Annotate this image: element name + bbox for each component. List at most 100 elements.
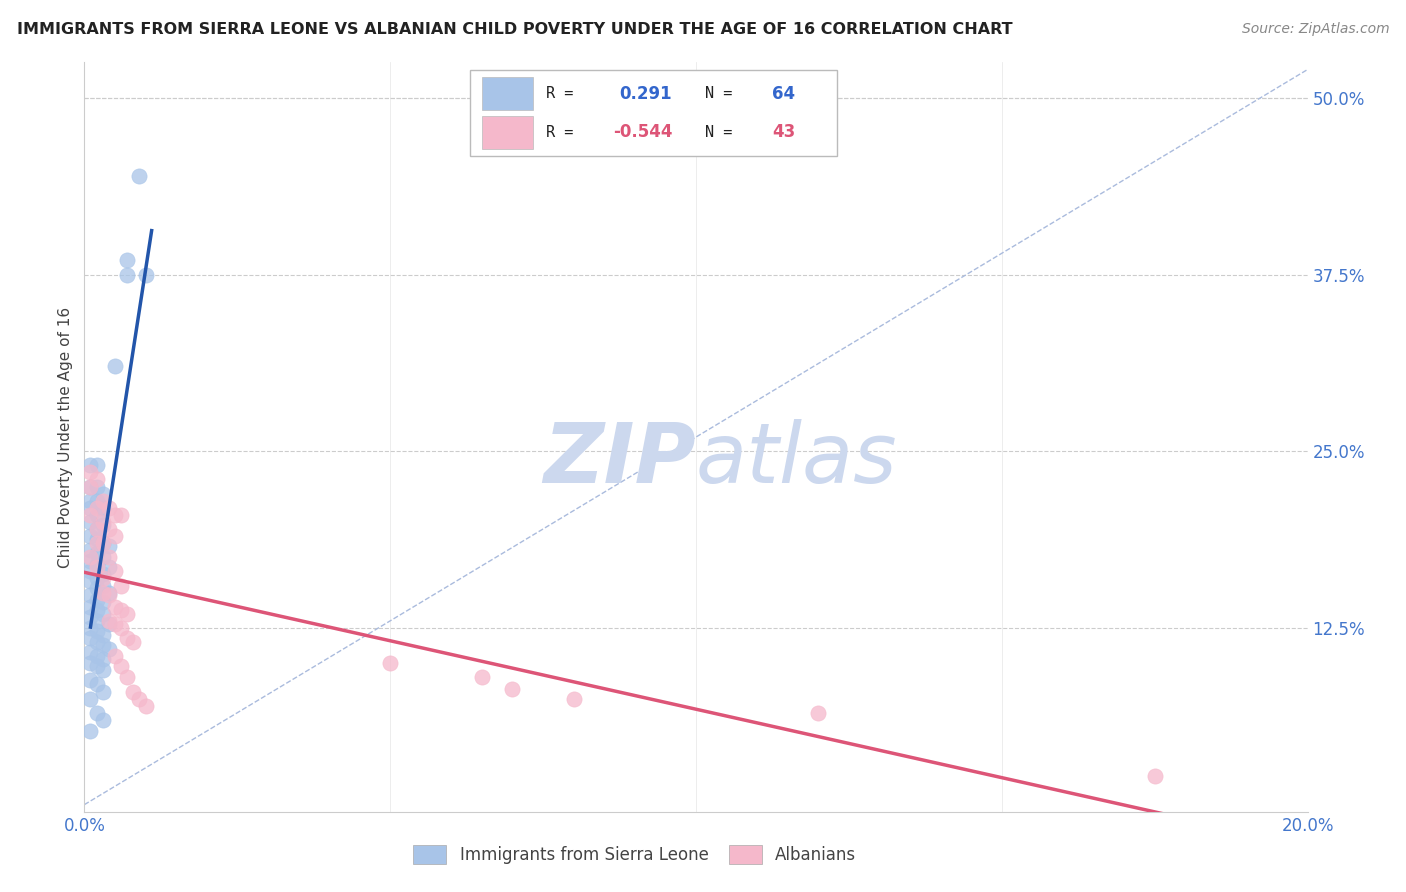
Point	[115, 268, 138, 282]
Point	[97, 616, 120, 631]
Point	[79, 466, 101, 480]
Point	[91, 607, 114, 621]
Point	[79, 609, 101, 624]
Point	[91, 536, 114, 550]
Point	[79, 479, 101, 493]
Y-axis label: Child Poverty Under the Age of 16: Child Poverty Under the Age of 16	[58, 307, 73, 567]
Point	[86, 614, 108, 628]
Text: atlas: atlas	[696, 419, 897, 500]
Point	[97, 560, 120, 574]
Point	[91, 585, 114, 599]
Point	[122, 635, 145, 649]
Point	[79, 574, 101, 589]
Point	[97, 589, 120, 603]
Point	[110, 621, 132, 635]
Point	[97, 614, 120, 628]
FancyBboxPatch shape	[482, 116, 533, 149]
Point	[502, 681, 524, 696]
Point	[86, 635, 108, 649]
Point	[115, 607, 138, 621]
Point	[91, 664, 114, 678]
Point	[128, 169, 150, 183]
Point	[97, 522, 120, 536]
Point	[79, 554, 101, 568]
Point	[104, 508, 127, 522]
Point	[91, 486, 114, 500]
Text: R =: R =	[546, 87, 591, 102]
Point	[135, 698, 157, 713]
Point	[91, 493, 114, 508]
Point	[79, 515, 101, 529]
Point	[86, 522, 108, 536]
Point	[79, 631, 101, 645]
Point	[104, 599, 127, 614]
Point	[86, 536, 108, 550]
Point	[110, 659, 132, 673]
Point	[79, 479, 101, 493]
Point	[91, 684, 114, 698]
Point	[79, 657, 101, 671]
Point	[86, 479, 108, 493]
Point	[86, 649, 108, 664]
Point	[104, 565, 127, 579]
Point	[86, 508, 108, 522]
Point	[79, 565, 101, 579]
Point	[79, 724, 101, 739]
Point	[79, 508, 101, 522]
Point	[128, 691, 150, 706]
Point	[86, 473, 108, 487]
Point	[79, 493, 101, 508]
Point	[1143, 769, 1166, 783]
Text: R =: R =	[546, 125, 582, 140]
Point	[79, 589, 101, 603]
Point	[79, 645, 101, 659]
Point	[91, 652, 114, 666]
Point	[91, 536, 114, 550]
Point	[86, 582, 108, 596]
Point	[86, 677, 108, 691]
Point	[104, 359, 127, 374]
Text: -0.544: -0.544	[613, 123, 672, 141]
Point	[86, 560, 108, 574]
Point	[91, 500, 114, 515]
Point	[91, 550, 114, 565]
Point	[562, 691, 585, 706]
Point	[79, 529, 101, 543]
Point	[79, 550, 101, 565]
Point	[115, 631, 138, 645]
Point	[86, 602, 108, 616]
Point	[104, 649, 127, 664]
FancyBboxPatch shape	[482, 78, 533, 111]
Point	[380, 657, 402, 671]
Point	[97, 500, 120, 515]
Point	[110, 578, 132, 592]
Point	[79, 621, 101, 635]
Text: 43: 43	[772, 123, 794, 141]
Point	[104, 616, 127, 631]
Point	[79, 691, 101, 706]
Point	[86, 522, 108, 536]
Point	[79, 543, 101, 558]
Point	[91, 595, 114, 609]
Point	[104, 529, 127, 543]
Point	[91, 517, 114, 532]
Point	[91, 515, 114, 529]
Point	[97, 550, 120, 565]
Point	[122, 684, 145, 698]
Point	[115, 253, 138, 268]
Point	[91, 638, 114, 652]
Point	[86, 706, 108, 720]
Text: 64: 64	[772, 85, 794, 103]
Point	[86, 532, 108, 546]
Text: Source: ZipAtlas.com: Source: ZipAtlas.com	[1241, 22, 1389, 37]
Point	[86, 493, 108, 508]
Point	[86, 546, 108, 560]
Point	[91, 628, 114, 642]
Point	[86, 500, 108, 515]
Point	[97, 642, 120, 657]
Point	[110, 602, 132, 616]
Point	[110, 508, 132, 522]
Text: N =: N =	[704, 125, 741, 140]
Text: 0.291: 0.291	[619, 85, 672, 103]
Point	[91, 578, 114, 592]
